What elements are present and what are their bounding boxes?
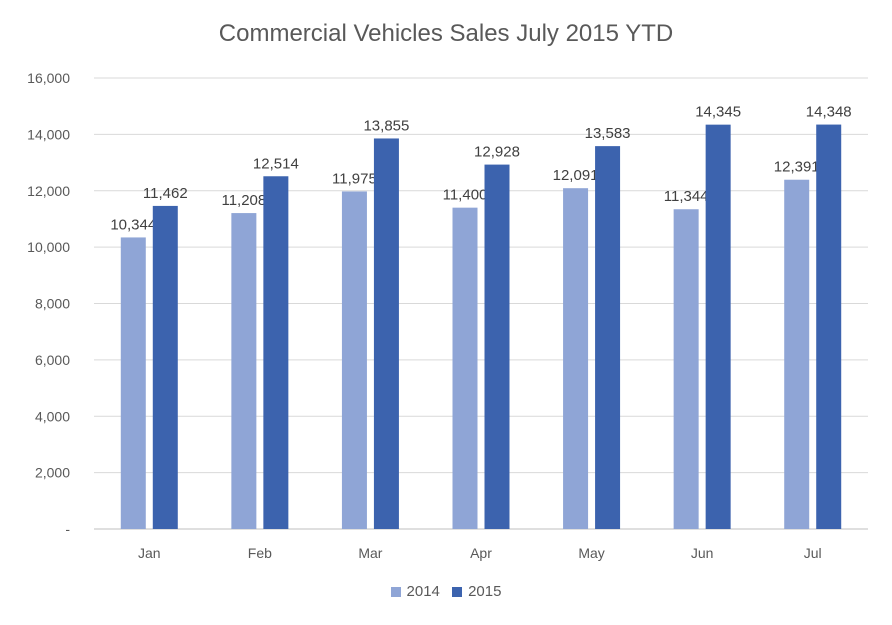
bar-2015-jun [705, 124, 731, 529]
chart-title: Commercial Vehicles Sales July 2015 YTD [218, 20, 674, 47]
y-tick-label: 8,000 [35, 296, 70, 312]
x-tick-label: Jul [804, 545, 822, 561]
data-label: 12,928 [474, 144, 520, 161]
x-tick-label: Mar [358, 545, 382, 561]
bar-2014-apr [452, 207, 478, 529]
data-label: 10,344 [110, 216, 156, 233]
bar-2015-apr [484, 164, 510, 530]
y-tick-label: 10,000 [27, 239, 70, 255]
data-label: 14,348 [806, 104, 852, 121]
x-tick-label: Apr [470, 545, 492, 561]
legend-swatch-2014 [390, 586, 401, 597]
data-label: 11,208 [221, 192, 266, 209]
data-label: 13,583 [585, 125, 631, 142]
bar-2015-mar [373, 138, 399, 529]
y-tick-label: 12,000 [27, 183, 70, 199]
legend-item-2015: 2015 [452, 583, 501, 600]
y-tick-label: 16,000 [27, 70, 70, 86]
y-tick-label: 6,000 [35, 352, 70, 368]
data-label: 13,855 [363, 117, 409, 134]
legend-swatch-2015 [452, 586, 463, 597]
bar-2015-jan [152, 205, 178, 530]
legend-label-2014: 2014 [406, 583, 440, 600]
data-label: 12,391 [774, 159, 820, 176]
y-tick-label: 4,000 [35, 408, 70, 424]
x-tick-label: May [578, 545, 604, 561]
data-label: 11,344 [664, 188, 709, 205]
bar-2014-mar [341, 191, 367, 529]
x-tick-label: Jun [691, 545, 714, 561]
data-label: 12,514 [253, 155, 299, 172]
data-label: 14,345 [695, 104, 741, 121]
bar-2014-jun [673, 209, 699, 529]
bar-2015-feb [263, 176, 289, 529]
y-tick-label: - [65, 521, 70, 537]
legend: 2014 2015 [0, 583, 892, 601]
data-label: 12,091 [553, 167, 599, 184]
bar-2015-jul [816, 124, 842, 530]
legend-item-2014: 2014 [390, 583, 440, 600]
bar-2015-may [595, 146, 621, 529]
bar-2014-jul [784, 179, 810, 529]
data-label: 11,462 [143, 185, 188, 202]
bar-2014-jan [120, 237, 146, 529]
y-tick-label: 14,000 [27, 126, 70, 142]
data-label: 11,400 [443, 187, 488, 204]
data-label: 11,975 [332, 170, 377, 187]
legend-label-2015: 2015 [468, 583, 502, 600]
y-tick-label: 2,000 [35, 465, 70, 481]
x-tick-label: Jan [138, 545, 161, 561]
bar-2014-may [563, 188, 589, 529]
bar-2014-feb [231, 213, 257, 529]
x-tick-label: Feb [248, 545, 272, 561]
